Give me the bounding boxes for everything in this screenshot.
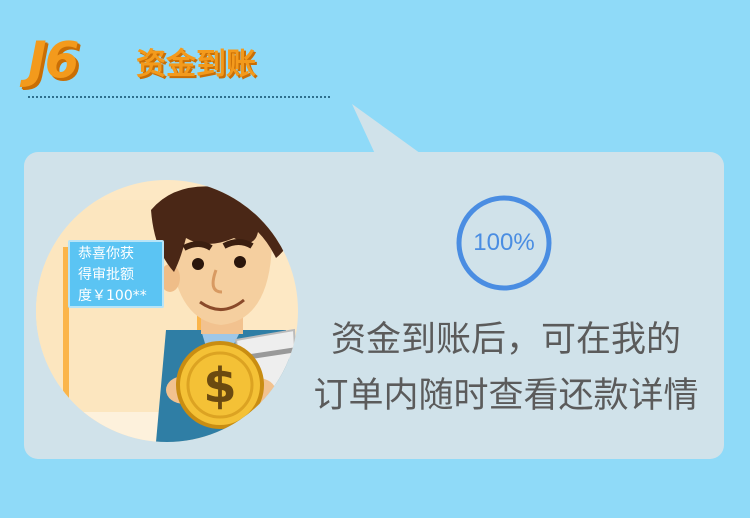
description-line-2: 订单内随时查看还款详情	[313, 376, 699, 416]
description-text: 资金到账后，可在我的 订单内随时查看还款详情	[296, 312, 716, 424]
approval-note: 恭喜你获 得审批额 度￥100**	[68, 240, 164, 308]
step-number: J6	[28, 31, 79, 89]
header-divider	[28, 96, 330, 98]
description-line-1: 资金到账后，可在我的	[330, 320, 681, 360]
progress-ring	[456, 195, 552, 291]
man-with-coin-illustration: $	[36, 186, 298, 442]
note-line-1: 恭喜你获	[78, 246, 134, 262]
coin-dollar-icon: $	[203, 358, 236, 414]
progress-label: 100%	[473, 229, 535, 256]
step-title: 资金到账	[136, 47, 256, 82]
note-line-2: 得审批额	[78, 267, 134, 283]
note-line-3: 度￥100**	[78, 288, 147, 304]
illustration-circle: $	[36, 180, 298, 442]
